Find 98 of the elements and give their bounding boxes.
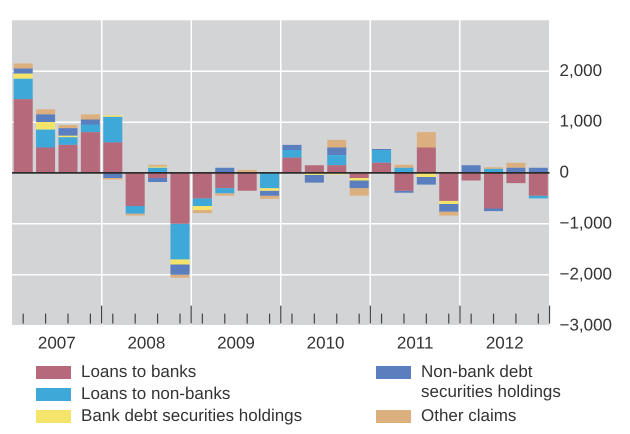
bar	[170, 264, 190, 275]
bar	[80, 119, 100, 125]
bar	[148, 174, 168, 178]
bar	[350, 180, 369, 188]
y-tick-label: −3,000	[560, 315, 612, 334]
bar	[170, 174, 190, 224]
bar	[282, 158, 302, 172]
x-tick-label: 2009	[217, 333, 255, 352]
legend-label: Other claims	[421, 406, 516, 426]
bar	[80, 124, 100, 132]
bar	[350, 188, 369, 196]
y-tick-label: 2,000	[560, 60, 602, 80]
legend-label: Loans to banks	[81, 362, 196, 382]
bar	[484, 208, 504, 212]
bar	[148, 178, 168, 182]
bar	[103, 142, 122, 172]
bar	[215, 168, 234, 172]
bar	[528, 174, 548, 196]
y-tick-label: −2,000	[560, 264, 612, 284]
bar	[416, 176, 436, 185]
bar	[192, 174, 212, 198]
bar	[304, 174, 324, 183]
bar	[260, 188, 280, 191]
bar	[126, 206, 145, 214]
bar	[215, 188, 234, 194]
bar	[192, 206, 212, 210]
bar	[36, 122, 56, 130]
bar	[58, 137, 78, 145]
bar	[103, 174, 122, 178]
bar	[416, 132, 436, 148]
bar	[36, 114, 56, 122]
y-tick-label: −1,000	[560, 213, 612, 232]
bar	[528, 168, 548, 172]
legend-label: Non-bank debt securities holdings	[421, 362, 562, 402]
bar	[260, 174, 280, 188]
bar	[372, 150, 392, 163]
bar	[282, 150, 302, 158]
y-tick-label: 1,000	[560, 112, 602, 131]
bar	[528, 196, 548, 198]
bar	[462, 165, 481, 172]
bar	[80, 114, 100, 120]
x-tick-label: 2010	[306, 333, 344, 352]
x-tick-label: 2011	[396, 333, 434, 352]
y-tick-label: 0	[560, 162, 569, 182]
legend-label: Bank debt securities holdings	[81, 406, 302, 426]
bar	[103, 116, 122, 142]
bar	[506, 162, 526, 168]
bar	[14, 68, 33, 74]
bar	[36, 130, 56, 148]
bar	[327, 165, 346, 172]
bar	[484, 168, 504, 172]
bar	[192, 198, 212, 206]
bar	[260, 196, 280, 199]
bar	[416, 147, 436, 172]
x-tick-label: 2008	[127, 333, 166, 352]
bar	[58, 128, 78, 136]
bar	[439, 200, 458, 204]
bar	[170, 274, 190, 278]
bar	[394, 168, 414, 172]
bar	[350, 178, 369, 181]
bar	[394, 164, 414, 168]
bar	[462, 174, 481, 181]
bar	[148, 168, 168, 172]
bar	[14, 74, 33, 79]
bar	[14, 99, 33, 172]
bar	[36, 147, 56, 172]
bar	[506, 168, 526, 172]
bar	[282, 144, 302, 150]
bar	[215, 174, 234, 188]
bar	[304, 165, 324, 172]
bar	[506, 174, 526, 184]
bar	[327, 140, 346, 148]
bar	[260, 190, 280, 196]
bar	[439, 212, 458, 216]
x-tick-label: 2007	[38, 333, 76, 352]
x-tick-label: 2012	[486, 333, 524, 352]
bar	[80, 132, 100, 172]
legend-label: Loans to non-banks	[81, 384, 230, 404]
bar	[416, 174, 436, 177]
bar	[170, 259, 190, 265]
bar	[484, 174, 504, 209]
bar	[439, 174, 458, 201]
bar	[36, 109, 56, 114]
bar	[327, 147, 346, 156]
bar	[439, 204, 458, 212]
bar	[192, 210, 212, 214]
bar	[327, 155, 346, 166]
bar	[238, 174, 257, 191]
bar	[170, 224, 190, 260]
bar	[14, 78, 33, 100]
bar	[394, 174, 414, 191]
bar	[372, 162, 392, 172]
bar	[126, 174, 145, 206]
bar	[14, 63, 33, 69]
bar	[58, 125, 78, 128]
bar	[350, 174, 369, 178]
bar	[215, 193, 234, 196]
bar	[58, 144, 78, 172]
